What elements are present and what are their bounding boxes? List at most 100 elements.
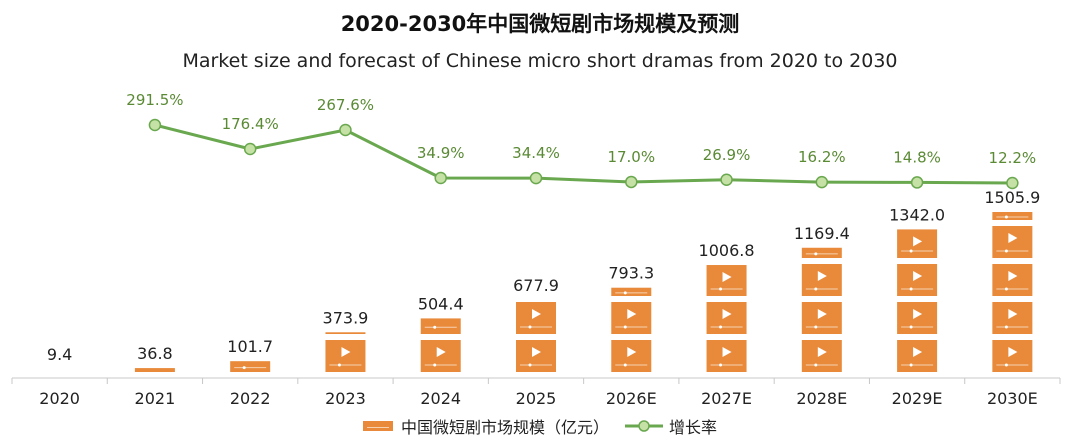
progress-knob bbox=[719, 287, 723, 291]
growth-rate-point bbox=[815, 175, 829, 189]
play-icon bbox=[722, 309, 732, 319]
bar bbox=[897, 229, 938, 372]
bar-tile bbox=[992, 212, 1033, 220]
bar-tile bbox=[801, 340, 842, 372]
bar bbox=[325, 332, 366, 372]
play-icon bbox=[722, 272, 732, 283]
category-labels: 2020 2021 2022 2023 2024 2025 2026E 2027E 2028E 2… bbox=[39, 389, 1038, 408]
progress-knob bbox=[719, 363, 723, 367]
progress-knob bbox=[433, 363, 437, 367]
progress-knob bbox=[814, 287, 818, 291]
legend-line-swatch bbox=[625, 420, 663, 432]
bar-tile bbox=[516, 340, 556, 372]
bar bbox=[516, 302, 556, 372]
growth-rate-line bbox=[154, 123, 1013, 185]
progress-knob bbox=[814, 363, 818, 367]
play-icon bbox=[913, 347, 923, 357]
bar-value-label: 373.9 bbox=[323, 308, 369, 327]
category-label: 2024 bbox=[420, 389, 461, 408]
progress-knob bbox=[433, 325, 437, 329]
progress-knob bbox=[909, 287, 913, 291]
progress-knob bbox=[623, 363, 627, 367]
play-icon bbox=[627, 347, 637, 357]
play-icon bbox=[722, 347, 732, 357]
play-icon bbox=[436, 347, 446, 357]
play-icon bbox=[1008, 271, 1018, 281]
bar-tile bbox=[706, 340, 747, 372]
growth-rate-label: 12.2% bbox=[989, 149, 1037, 167]
progress-knob bbox=[909, 325, 913, 329]
bar-tile bbox=[992, 226, 1033, 258]
growth-rate-point bbox=[434, 171, 447, 185]
growth-rate-label: 26.9% bbox=[703, 146, 751, 164]
progress-knob bbox=[814, 252, 818, 256]
bar-series bbox=[134, 212, 1033, 372]
bar-value-label: 793.3 bbox=[608, 264, 654, 283]
progress-knob bbox=[337, 363, 341, 367]
play-icon bbox=[1008, 309, 1018, 319]
play-icon bbox=[913, 236, 923, 247]
play-icon bbox=[913, 271, 923, 281]
bar-tile bbox=[897, 302, 938, 334]
growth-rate-label: 34.4% bbox=[512, 144, 560, 162]
growth-rate-label: 267.6% bbox=[317, 96, 374, 114]
chart-title: 2020-2030年中国微短剧市场规模及预测 bbox=[340, 12, 740, 36]
category-label: 2021 bbox=[135, 389, 176, 408]
bar bbox=[706, 265, 747, 372]
bar-tile bbox=[134, 368, 175, 372]
bar-tile bbox=[706, 265, 747, 296]
bar-tile bbox=[801, 264, 842, 296]
play-icon bbox=[913, 309, 923, 319]
bar-tile bbox=[801, 247, 842, 258]
progress-knob bbox=[1004, 215, 1008, 219]
play-icon bbox=[532, 347, 541, 357]
growth-rate-point bbox=[910, 176, 924, 189]
bar-tile bbox=[420, 340, 461, 372]
category-label: 2029E bbox=[892, 389, 943, 408]
category-label: 2020 bbox=[39, 389, 80, 408]
bar-tile bbox=[230, 361, 271, 372]
growth-rate-label: 17.0% bbox=[607, 148, 655, 166]
bar-tile bbox=[325, 340, 366, 372]
bar-value-label: 1169.4 bbox=[794, 224, 850, 243]
growth-rate-point bbox=[148, 118, 162, 132]
chart-subtitle: Market size and forecast of Chinese micr… bbox=[182, 50, 898, 72]
legend: 中国微短剧市场规模（亿元） 增长率 bbox=[0, 414, 1080, 438]
play-icon bbox=[341, 347, 351, 357]
bar bbox=[992, 212, 1033, 372]
bar-value-label: 9.4 bbox=[47, 345, 72, 364]
play-icon bbox=[817, 309, 827, 319]
legend-line-label: 增长率 bbox=[669, 418, 718, 437]
category-label: 2030E bbox=[987, 389, 1038, 408]
bar-tile bbox=[611, 287, 652, 296]
bar-labels: 9.4 36.8 101.7 373.9 504.4 677.9 793.3 1006.8 11… bbox=[47, 188, 1040, 364]
bar-value-label: 677.9 bbox=[513, 276, 559, 295]
growth-rate-point bbox=[625, 175, 638, 189]
growth-rate-point bbox=[243, 142, 257, 156]
growth-rate-point bbox=[339, 123, 352, 137]
growth-rate-label: 34.9% bbox=[417, 144, 465, 162]
bar-tile bbox=[992, 264, 1033, 296]
progress-knob bbox=[909, 363, 913, 367]
bar-tile bbox=[897, 264, 938, 296]
legend-item-growth-rate: 增长率 bbox=[625, 414, 717, 438]
bar-tile bbox=[992, 340, 1033, 372]
growth-rate-label: 16.2% bbox=[798, 148, 846, 166]
bar-tile bbox=[325, 332, 366, 334]
category-label: 2023 bbox=[325, 389, 366, 408]
bar-tile bbox=[516, 302, 556, 334]
progress-knob bbox=[814, 325, 818, 329]
play-icon bbox=[1008, 233, 1018, 243]
growth-rate-series: 291.5% 176.4% 267.6% 34.9% 34.4% 17.0% 26.9% 16… bbox=[126, 91, 1037, 190]
bar-tile bbox=[801, 302, 842, 334]
bar-value-label: 1505.9 bbox=[984, 188, 1040, 207]
play-icon bbox=[532, 309, 541, 319]
legend-bar-swatch bbox=[362, 421, 393, 431]
legend-item-market-size: 中国微短剧市场规模（亿元） bbox=[362, 414, 609, 438]
progress-knob bbox=[1004, 325, 1008, 329]
x-axis-ticks bbox=[11, 378, 1061, 384]
bar-value-label: 36.8 bbox=[137, 344, 173, 363]
bar bbox=[611, 287, 652, 372]
progress-knob bbox=[242, 366, 246, 370]
bar-tile bbox=[706, 302, 747, 334]
